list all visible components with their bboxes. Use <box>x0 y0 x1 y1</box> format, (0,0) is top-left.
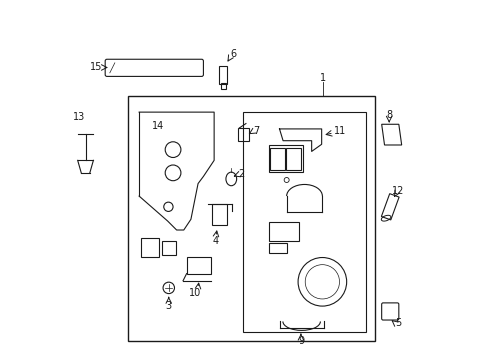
Bar <box>219 66 226 84</box>
Bar <box>268 222 299 241</box>
Text: 13: 13 <box>73 112 85 122</box>
Bar <box>212 204 227 225</box>
Bar <box>242 112 365 332</box>
Text: 3: 3 <box>165 301 171 311</box>
Bar <box>128 96 374 341</box>
Text: 5: 5 <box>394 318 401 328</box>
Text: 14: 14 <box>152 121 164 131</box>
Text: 1: 1 <box>319 73 325 83</box>
FancyBboxPatch shape <box>105 59 203 76</box>
Text: 4: 4 <box>212 237 218 247</box>
Text: 9: 9 <box>297 337 304 346</box>
Bar <box>285 148 300 170</box>
Bar <box>270 148 284 170</box>
Bar <box>186 257 210 274</box>
Text: 12: 12 <box>391 186 404 196</box>
Bar <box>238 128 248 141</box>
Bar <box>141 238 159 257</box>
FancyBboxPatch shape <box>381 303 398 320</box>
Text: 7: 7 <box>253 126 259 136</box>
Text: 10: 10 <box>189 288 201 298</box>
Polygon shape <box>381 124 401 145</box>
Text: 6: 6 <box>229 49 236 59</box>
Bar <box>162 242 176 255</box>
Polygon shape <box>381 194 398 220</box>
Bar <box>220 83 225 89</box>
Text: 15: 15 <box>90 63 102 72</box>
Bar <box>268 243 286 253</box>
Text: 8: 8 <box>386 110 391 120</box>
Text: 11: 11 <box>333 126 346 136</box>
Text: 2: 2 <box>238 168 244 179</box>
Bar <box>268 145 302 172</box>
